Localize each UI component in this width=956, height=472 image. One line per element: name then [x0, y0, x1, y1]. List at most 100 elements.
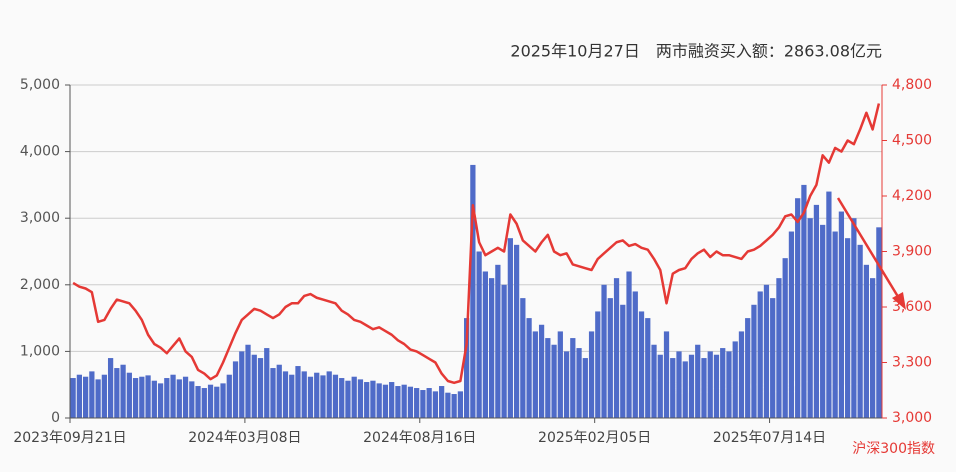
bar	[776, 278, 782, 418]
bar	[720, 348, 726, 418]
bar	[657, 354, 663, 418]
bar	[164, 378, 170, 418]
bar	[845, 238, 851, 418]
bar	[857, 244, 863, 418]
bar	[526, 318, 532, 418]
bar	[488, 278, 495, 418]
bar	[632, 291, 638, 418]
bar	[551, 344, 557, 418]
x-tick-label: 2023年09月21日	[13, 430, 126, 446]
bar	[870, 278, 876, 418]
x-tick-label: 2024年08月16日	[363, 430, 476, 446]
bar	[326, 371, 332, 418]
bar	[707, 351, 713, 418]
bar	[251, 354, 257, 418]
bar	[601, 284, 607, 418]
bar	[307, 376, 314, 418]
bar	[595, 311, 601, 418]
y-tick-label: 2,000	[20, 277, 60, 293]
index-line	[72, 103, 881, 385]
bar	[114, 368, 120, 418]
bar	[651, 344, 657, 418]
bar	[289, 374, 295, 418]
bar	[245, 344, 251, 418]
bar	[507, 238, 513, 418]
bar	[232, 361, 239, 418]
bar	[201, 388, 207, 418]
bar	[557, 331, 563, 418]
y2-tick-label: 4,500	[892, 133, 932, 149]
bar	[407, 386, 414, 418]
bar	[863, 264, 870, 418]
bar	[532, 331, 538, 418]
y2-tick-label: 3,000	[892, 410, 932, 426]
x-tick-label: 2025年02月05日	[538, 430, 651, 446]
bar	[826, 191, 832, 418]
annotation-arrowhead	[892, 292, 906, 310]
y-tick-label: 0	[51, 410, 60, 426]
bar	[101, 374, 107, 418]
bar	[876, 227, 882, 418]
bar	[801, 184, 807, 418]
bar	[339, 378, 345, 418]
bar	[726, 351, 732, 418]
bar	[189, 381, 195, 418]
bar	[320, 375, 326, 418]
bar	[207, 384, 214, 418]
bar	[264, 348, 270, 418]
bar	[220, 383, 226, 418]
bar	[120, 364, 126, 418]
bar	[464, 318, 470, 418]
bar	[139, 376, 145, 418]
y2-tick-label: 4,200	[892, 188, 932, 204]
bar	[807, 218, 813, 418]
bar	[838, 211, 845, 418]
chart-title: 2025年10月27日 两市融资买入额：2863.08亿元	[510, 42, 882, 61]
bar	[745, 318, 751, 418]
bar	[563, 351, 570, 418]
bar	[832, 231, 838, 418]
bar	[301, 371, 307, 418]
bar	[132, 378, 139, 418]
bar	[570, 338, 576, 418]
bar	[176, 379, 182, 418]
bar	[282, 371, 289, 418]
bar	[470, 164, 476, 418]
bar	[495, 264, 501, 418]
bar	[376, 383, 382, 418]
bar	[370, 380, 376, 418]
bar	[364, 382, 370, 418]
bar	[445, 392, 451, 418]
bar	[295, 366, 301, 418]
bar	[501, 284, 507, 418]
bar	[670, 358, 676, 418]
bar	[851, 218, 857, 418]
bar	[751, 304, 757, 418]
bar	[688, 354, 695, 418]
bar	[757, 291, 763, 418]
bar	[626, 271, 632, 418]
bar	[582, 358, 588, 418]
y2-axis-label: 沪深300指数	[852, 441, 935, 457]
bar	[795, 198, 801, 418]
bar	[476, 251, 482, 418]
bar	[395, 386, 401, 418]
y2-tick-label: 4,800	[892, 77, 932, 93]
bar	[351, 376, 357, 418]
bar	[401, 384, 407, 418]
bar	[270, 368, 276, 418]
bar	[214, 386, 220, 418]
bar	[389, 382, 395, 418]
x-tick-label: 2024年03月08日	[188, 430, 301, 446]
bar	[145, 375, 151, 418]
bar	[314, 372, 320, 418]
bar	[813, 204, 820, 418]
bar	[426, 388, 432, 418]
bar	[676, 351, 682, 418]
y-tick-label: 3,000	[20, 210, 60, 226]
bar	[770, 298, 776, 418]
bar	[782, 258, 788, 418]
y-tick-label: 4,000	[20, 144, 60, 160]
bar	[276, 364, 282, 418]
bar	[157, 383, 164, 418]
